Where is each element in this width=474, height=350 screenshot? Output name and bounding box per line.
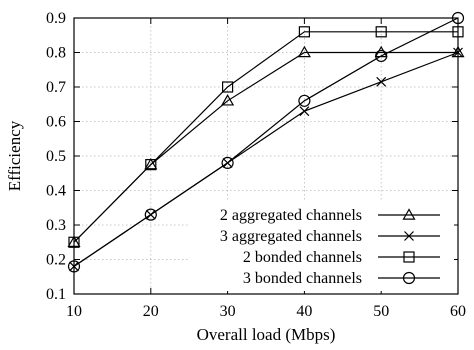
x-tick-label: 10 [66, 303, 82, 320]
square-marker [145, 159, 157, 171]
cross-marker [376, 76, 387, 87]
square-marker [375, 26, 387, 38]
series-line [73, 17, 459, 267]
legend-item: 2 aggregated channels [220, 207, 440, 224]
circle-marker [298, 94, 311, 107]
y-tick-label: 0.5 [46, 148, 66, 165]
x-tick-label: 30 [220, 303, 236, 320]
legend-label: 3 bonded channels [243, 270, 362, 287]
y-tick-label: 0.8 [46, 45, 66, 62]
x-tick-label: 60 [450, 303, 466, 320]
x-axis-label: Overall load (Mbps) [197, 325, 336, 344]
x-tick-label: 40 [296, 303, 312, 320]
legend-item: 2 bonded channels [243, 249, 440, 266]
triangle-marker [67, 235, 81, 247]
circle-marker [67, 260, 81, 273]
series-square [68, 26, 464, 248]
legend-triangle-marker [402, 208, 416, 220]
x-tick-label: 20 [143, 303, 159, 320]
square-marker [452, 26, 464, 38]
y-tick-label: 0.9 [46, 10, 66, 27]
circle-marker [451, 11, 465, 25]
triangle-marker [451, 45, 465, 58]
legend-square-marker [403, 251, 415, 263]
circle-marker [375, 49, 388, 63]
cross-marker [299, 106, 310, 117]
triangle-marker [221, 94, 235, 106]
triangle-marker [144, 157, 158, 170]
legend-background [188, 201, 454, 291]
legend-item: 3 bonded channels [243, 270, 440, 287]
y-tick-label: 0.3 [46, 217, 66, 234]
y-tick-label: 0.6 [46, 114, 66, 131]
legend-label: 2 bonded channels [243, 249, 362, 266]
y-tick-label: 0.7 [46, 79, 66, 96]
y-tick-label: 0.2 [46, 252, 66, 269]
circle-marker [221, 156, 234, 169]
series-line [73, 31, 458, 243]
series-group [67, 11, 465, 273]
legend-label: 2 aggregated channels [220, 207, 362, 224]
series-circle [67, 11, 465, 273]
x-tick-label: 50 [373, 303, 389, 320]
y-tick-label: 0.1 [46, 286, 66, 303]
cross-marker [453, 47, 463, 58]
y-tick-labels: 0.1 0.2 0.3 0.4 0.5 0.6 0.7 0.8 0.9 [46, 10, 66, 303]
y-tick-label: 0.4 [46, 183, 66, 200]
square-marker [298, 26, 310, 38]
y-axis-label: Efficiency [5, 120, 24, 191]
legend-label: 3 aggregated channels [220, 228, 362, 245]
triangle-marker [297, 45, 311, 58]
square-marker [68, 236, 80, 248]
legend-cross-marker [404, 231, 414, 241]
legend-circle-marker [402, 271, 416, 285]
x-tick-labels: 10 20 30 40 50 60 [66, 303, 466, 320]
square-marker [222, 81, 234, 93]
circle-marker [144, 208, 157, 221]
legend-item: 3 aggregated channels [220, 228, 440, 245]
legend: 2 aggregated channels 3 aggregated channe… [188, 201, 454, 291]
